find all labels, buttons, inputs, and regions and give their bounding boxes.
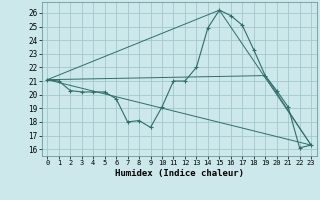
X-axis label: Humidex (Indice chaleur): Humidex (Indice chaleur) [115,169,244,178]
